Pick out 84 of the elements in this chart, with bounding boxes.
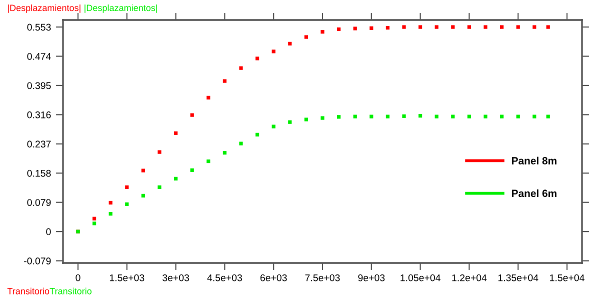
point	[108, 200, 112, 205]
legend-label: Panel 8m	[512, 156, 556, 164]
point	[141, 194, 146, 198]
point	[190, 168, 194, 172]
point	[190, 113, 194, 117]
y-tick-label: 0.158	[27, 170, 51, 177]
point	[418, 25, 422, 29]
x-tick-label: 9e+03	[358, 274, 385, 282]
point	[516, 114, 520, 118]
point	[92, 216, 96, 220]
point	[288, 120, 292, 124]
point	[353, 26, 357, 30]
point	[239, 142, 243, 146]
point	[546, 25, 550, 29]
x-tick-label: 1.5e+04	[550, 274, 584, 282]
point	[516, 25, 520, 29]
point	[353, 114, 357, 118]
y-tick-label: 0.553	[27, 24, 51, 31]
point	[500, 25, 504, 29]
x-tick-label: 4.5e+03	[207, 274, 242, 282]
text: Transitorio	[7, 288, 50, 294]
x-tick-label: 1.5e+03	[110, 274, 144, 282]
point	[158, 150, 162, 154]
point	[141, 168, 146, 172]
point	[451, 114, 455, 118]
point	[402, 114, 406, 118]
point	[546, 114, 550, 118]
point	[125, 185, 129, 189]
point	[532, 114, 536, 118]
point	[304, 35, 308, 39]
point	[320, 116, 324, 120]
point	[174, 131, 178, 135]
point	[451, 25, 455, 29]
point	[467, 114, 472, 118]
y-tick-label: 0.395	[27, 82, 51, 90]
y-tick-label: 0.474	[27, 52, 51, 60]
y-tick-label: -0.079	[24, 258, 51, 264]
y-tick-label: 0.316	[27, 111, 51, 118]
point	[222, 150, 227, 155]
point	[336, 115, 341, 119]
text: |Desplazamientos|	[84, 4, 157, 13]
point	[500, 114, 504, 118]
point	[125, 202, 129, 206]
point	[108, 212, 112, 216]
x-tick-label: 1.05e+04	[400, 274, 440, 282]
point	[370, 114, 374, 118]
point	[255, 132, 260, 136]
point	[158, 185, 162, 189]
y-tick-label: 0.237	[27, 140, 51, 148]
point	[532, 25, 536, 29]
point	[206, 96, 210, 100]
x-tick-label: 6e+03	[260, 274, 287, 282]
point	[370, 26, 374, 30]
point	[320, 30, 324, 34]
y-tick-label: 0	[46, 228, 51, 236]
legend-label: Panel 6m	[512, 189, 556, 198]
point	[174, 176, 178, 180]
point	[336, 27, 341, 32]
x-tick-label: 7.5e+03	[305, 274, 340, 282]
point	[304, 118, 308, 122]
point	[484, 114, 488, 118]
text: Transitorio	[50, 288, 92, 294]
x-tick-label: 1.35e+04	[498, 274, 538, 282]
point	[272, 50, 276, 54]
text: |Desplazamientos|	[8, 4, 80, 13]
point	[402, 25, 406, 29]
point	[418, 114, 422, 118]
point	[288, 42, 292, 46]
point	[484, 25, 488, 29]
point	[467, 25, 472, 29]
point	[239, 66, 243, 70]
point	[434, 25, 438, 29]
x-tick-label: 0	[76, 274, 80, 282]
point	[386, 114, 390, 118]
point	[206, 159, 210, 164]
point	[272, 124, 276, 128]
point	[92, 222, 96, 226]
point	[386, 26, 390, 30]
point	[222, 79, 227, 83]
point	[434, 114, 438, 118]
x-tick-label: 3e+03	[162, 274, 190, 282]
point	[255, 56, 260, 60]
y-tick-label: 0.079	[27, 199, 51, 206]
x-tick-label: 1.2e+04	[452, 274, 487, 282]
